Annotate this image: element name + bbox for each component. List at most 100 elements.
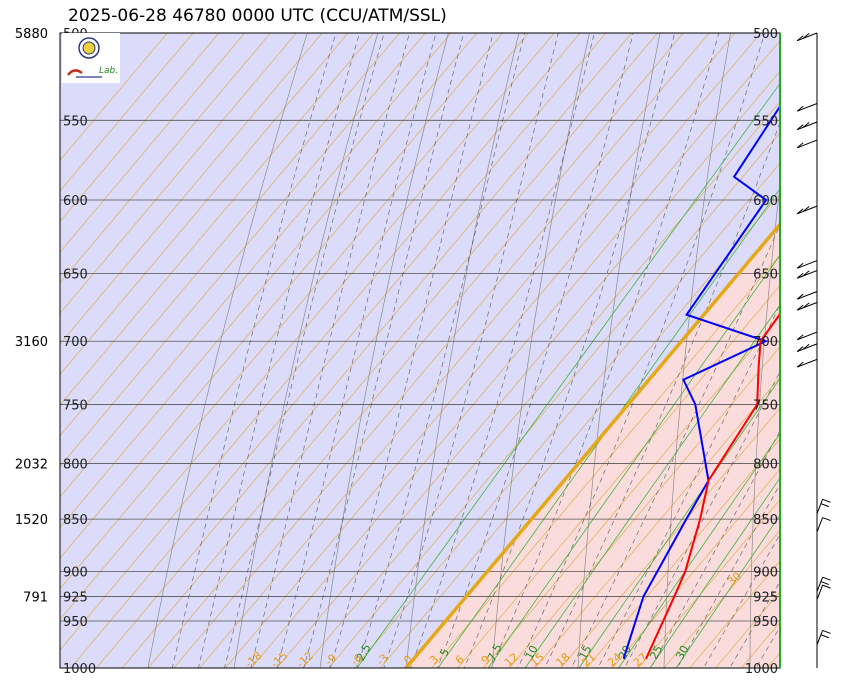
dry-adiabat <box>233 33 379 668</box>
isotherm-line <box>147 33 684 668</box>
wind-barb <box>816 629 831 645</box>
isotherm-label: 27 <box>631 650 650 669</box>
isobar-label-left: 900 <box>63 565 88 580</box>
isotherm-line <box>60 33 478 529</box>
wind-barb <box>796 270 818 279</box>
mixing-ratio-label: 30 <box>673 643 691 661</box>
isotherm-line <box>173 33 710 668</box>
dry-adiabat <box>147 33 308 668</box>
isobar-label-right: 750 <box>753 398 778 413</box>
isotherm-line <box>225 33 762 668</box>
wind-barb <box>796 291 818 300</box>
mixing-ratio-label: 15 <box>577 643 595 661</box>
wind-barb <box>796 302 818 311</box>
dry-adiabat <box>663 33 731 668</box>
mixing-ratio-label: 10 <box>523 643 541 661</box>
isobar-label-left: 950 <box>63 615 88 630</box>
isobar-label-right: 850 <box>753 513 778 528</box>
isobar-label-left: 1000 <box>63 662 96 677</box>
isotherm-line <box>328 131 780 668</box>
isotherm-line <box>560 407 780 668</box>
isotherm-line <box>199 33 736 668</box>
temperature-profile <box>645 308 780 660</box>
wind-barb <box>796 343 818 353</box>
isobar-label-left: 750 <box>63 398 88 413</box>
mixing-ratio-line <box>578 377 780 668</box>
isotherm-line <box>60 33 504 559</box>
isotherm-line <box>431 254 780 668</box>
isotherm-line <box>302 101 780 668</box>
wind-barb <box>816 576 831 592</box>
isotherm-line <box>60 33 529 590</box>
isobar-label-right: 925 <box>753 591 778 606</box>
isobar-label-left: 550 <box>63 114 88 129</box>
isobar-label-right: 700 <box>753 335 778 350</box>
height-label: 3160 <box>15 335 48 350</box>
isotherm-line <box>354 162 780 668</box>
isotherm-label: 15 <box>528 650 547 669</box>
height-label: 791 <box>23 591 48 606</box>
isotherm-line <box>60 33 271 284</box>
isotherm-line <box>508 346 780 668</box>
dewpoint-profile <box>622 104 780 660</box>
isobar-label-right: 600 <box>753 194 778 209</box>
dry-adiabat <box>319 33 449 668</box>
isotherm-line <box>250 40 780 668</box>
isobar-label-right: 800 <box>753 458 778 473</box>
wind-barb <box>796 260 818 269</box>
isobar-label-right: 1000 <box>745 662 778 677</box>
chart-title: 2025-06-28 46780 0000 UTC (CCU/ATM/SSL) <box>68 6 447 26</box>
isotherm-line <box>637 499 780 668</box>
isobar-label-left: 800 <box>63 458 88 473</box>
height-label: 1520 <box>15 513 48 528</box>
mixing-ratio-line <box>618 432 780 668</box>
isotherm-line <box>60 33 555 620</box>
wind-barb <box>796 32 818 42</box>
isotherm-line <box>60 33 297 314</box>
mixing-ratio-line <box>356 82 780 668</box>
isobar-label-left: 650 <box>63 267 88 282</box>
isobar-label-left: 600 <box>63 194 88 209</box>
isotherm-line <box>663 529 780 668</box>
isotherm-line <box>60 33 194 192</box>
mixing-ratio-line <box>487 254 780 668</box>
isotherm-line <box>96 33 633 668</box>
isotherm-label: 18 <box>554 650 573 669</box>
wind-barb <box>796 358 818 368</box>
isotherm-line <box>457 284 780 668</box>
isotherm-line <box>60 33 400 437</box>
wind-barb <box>796 103 818 112</box>
isotherm-label: 21 <box>579 650 598 669</box>
isotherm-line <box>60 33 581 651</box>
mixing-ratio-line <box>437 188 780 668</box>
isotherm-line <box>534 376 780 668</box>
isobar-label-right: 900 <box>753 565 778 580</box>
wind-barb <box>816 498 831 514</box>
lab-logo: Lab. <box>62 33 120 83</box>
isotherm-line <box>60 33 168 161</box>
isotherm-line <box>60 33 323 345</box>
mixing-ratio-line <box>524 304 780 668</box>
height-label: 5880 <box>15 27 48 42</box>
mixing-ratio-line <box>649 477 780 668</box>
isobar-label-right: 500 <box>753 27 778 42</box>
isobar-label-left: 925 <box>63 591 88 606</box>
freezing-isotherm <box>404 221 780 668</box>
isotherm-line <box>483 315 780 668</box>
isotherm-line <box>60 33 220 223</box>
wind-barb <box>796 205 818 215</box>
isotherm-line <box>586 437 780 668</box>
isotherm-line <box>60 33 452 498</box>
isotherm-label: 12 <box>502 650 521 669</box>
isotherm-line <box>276 70 780 668</box>
wind-barb <box>816 584 831 600</box>
isobar-label-right: 950 <box>753 615 778 630</box>
wind-barb <box>796 331 818 341</box>
isotherm-line <box>60 33 426 467</box>
wind-barb <box>796 139 818 149</box>
isobar-label-right: 650 <box>753 267 778 282</box>
isobar-label-left: 700 <box>63 335 88 350</box>
dry-adiabat <box>491 33 590 668</box>
height-label: 2032 <box>15 458 48 473</box>
